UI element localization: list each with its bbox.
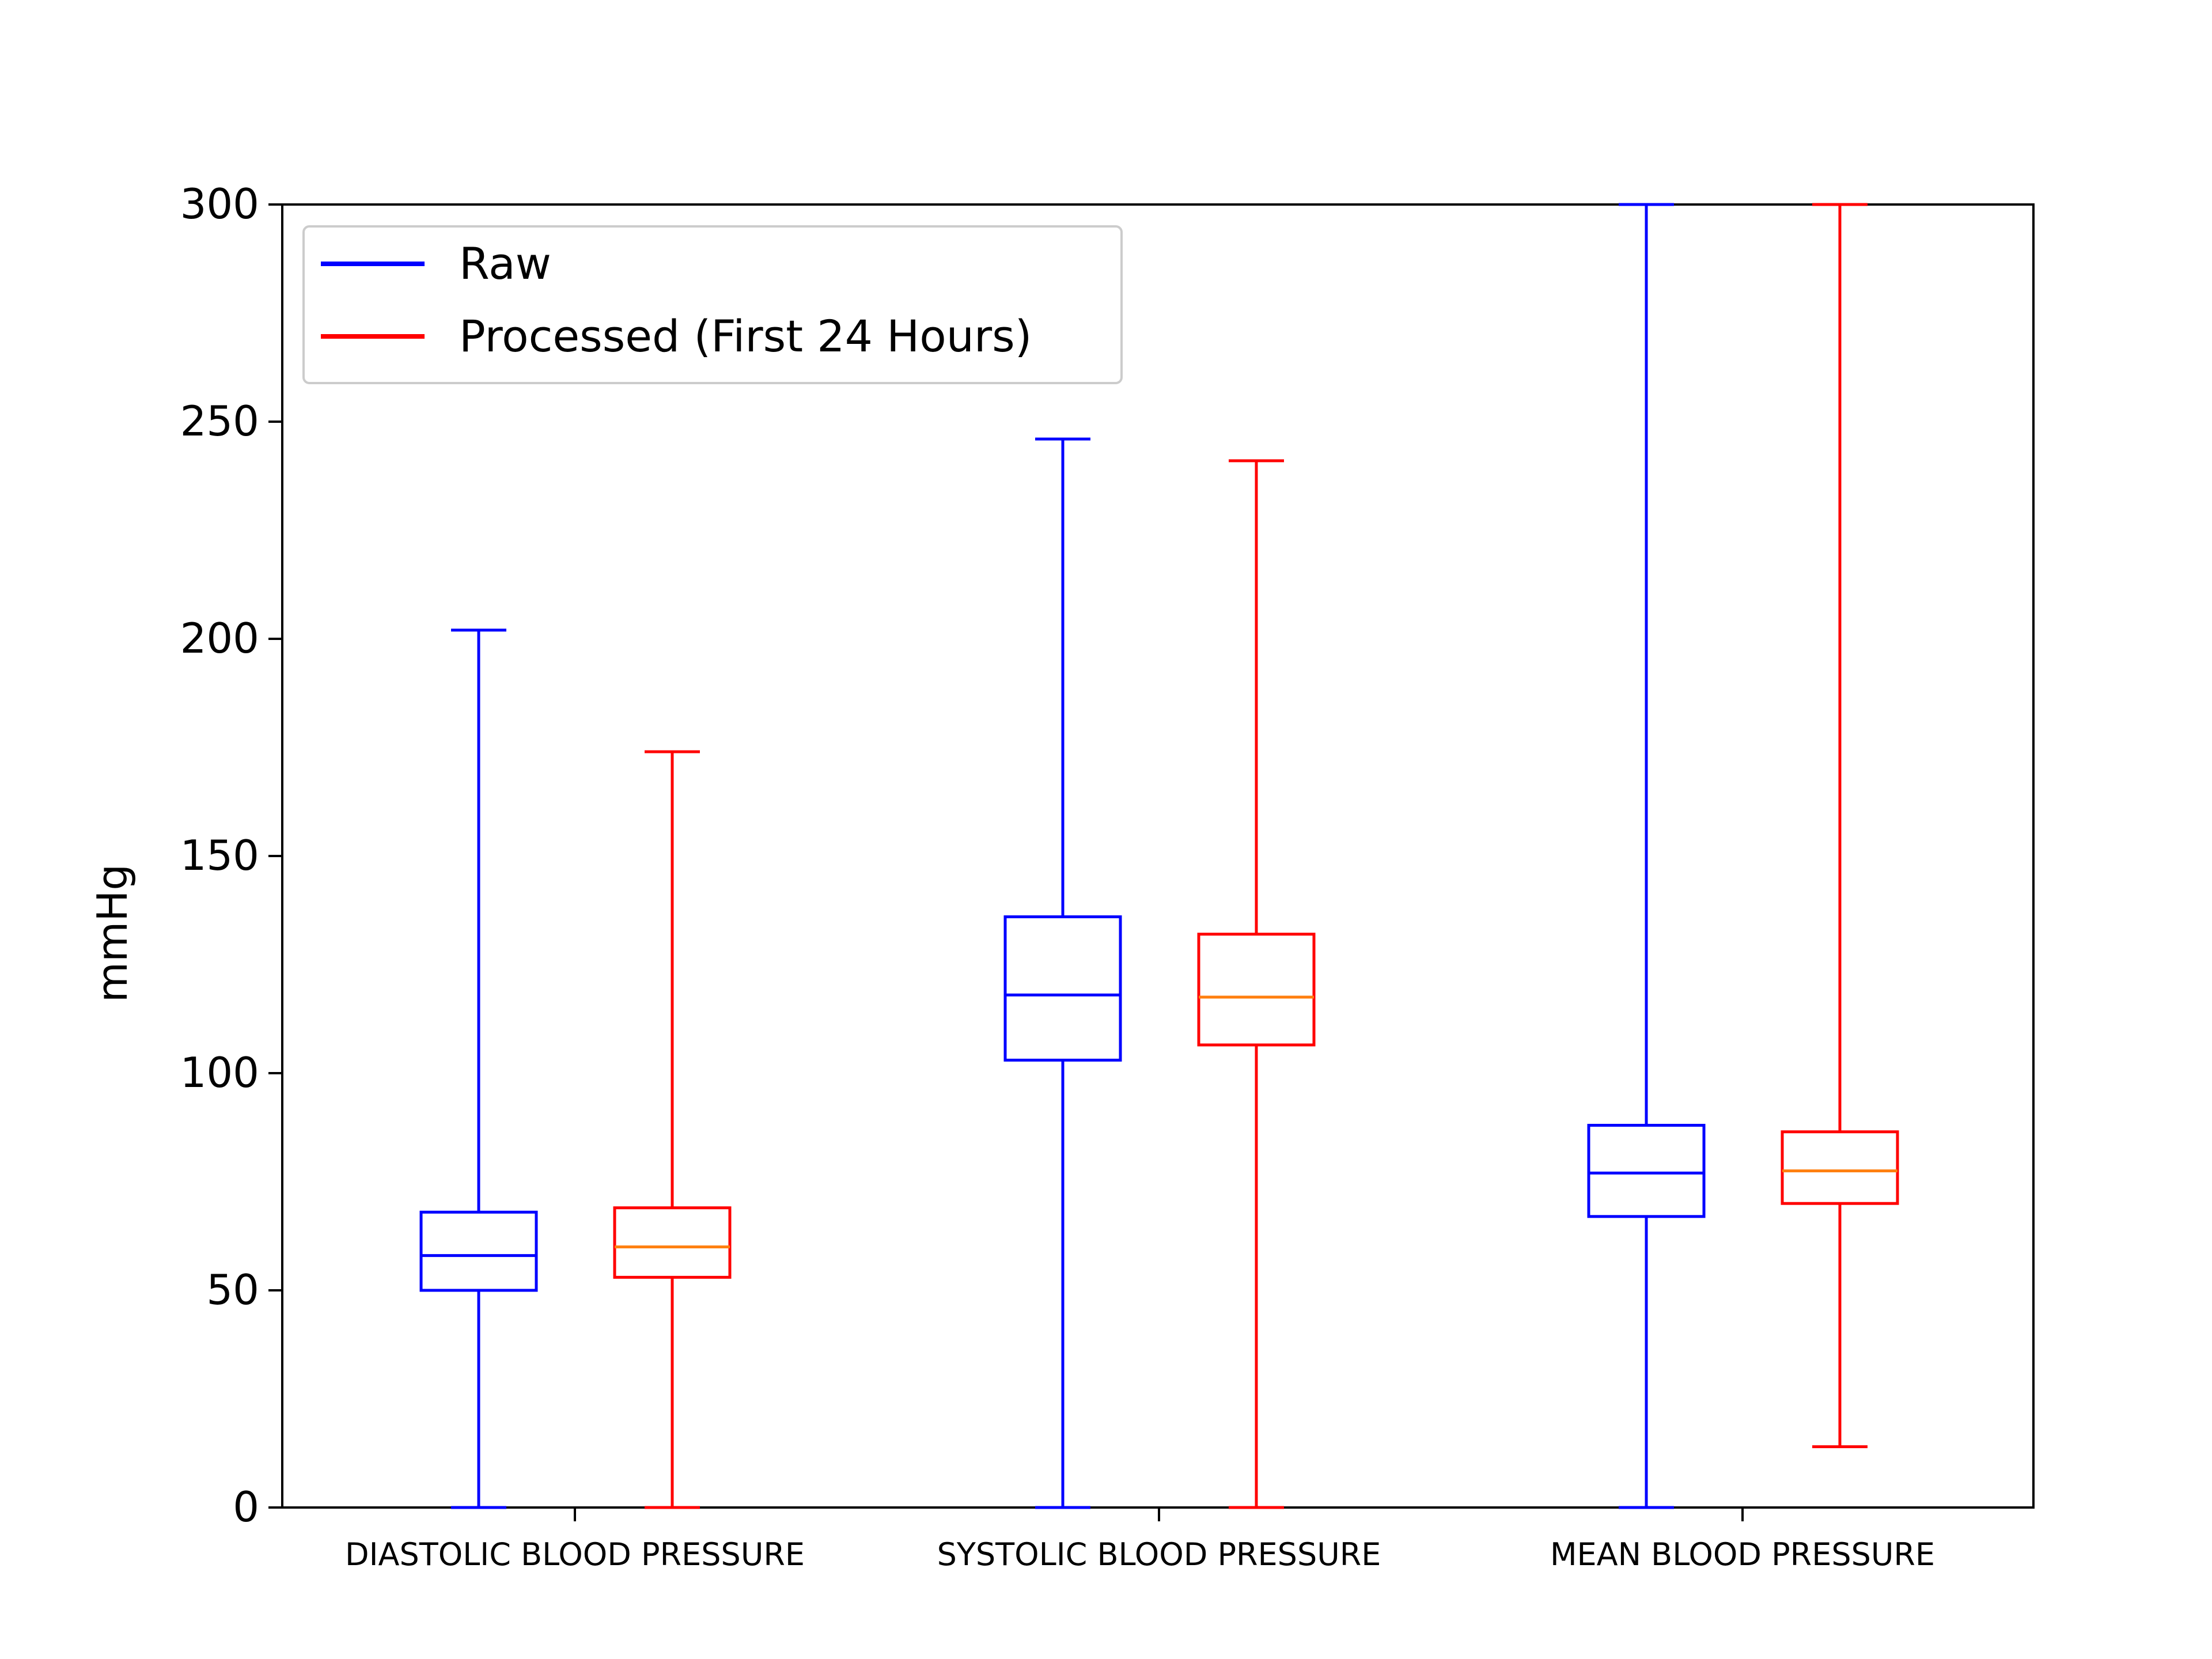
- y-tick-label: 100: [180, 1048, 259, 1097]
- box-plots: [419, 203, 1899, 1509]
- iqr-box: [613, 1206, 732, 1279]
- box-plot-processed: [1197, 459, 1316, 1509]
- box-plot-processed: [1781, 203, 1899, 1448]
- box-plot-raw: [1003, 437, 1122, 1509]
- box-plot-raw: [1587, 203, 1706, 1509]
- y-tick-label: 150: [180, 831, 259, 880]
- y-tick-label: 300: [180, 180, 259, 228]
- x-tick-label: MEAN BLOOD PRESSURE: [1550, 1536, 1935, 1573]
- legend: Raw Processed (First 24 Hours): [302, 225, 1123, 384]
- axes: 0 50 100 150 200 250 300 DIASTOLIC BLOOD PRESSU…: [180, 180, 2035, 1573]
- plot-frame: [281, 203, 2035, 1509]
- y-axis-label: mmHg: [88, 864, 137, 1002]
- legend-label-processed: Processed (First 24 Hours): [459, 310, 1032, 362]
- iqr-box: [1781, 1130, 1899, 1205]
- legend-box: [302, 225, 1123, 384]
- y-tick-label: 0: [233, 1483, 259, 1531]
- y-tick-label: 50: [206, 1266, 259, 1314]
- x-tick-label: DIASTOLIC BLOOD PRESSURE: [345, 1536, 805, 1573]
- box-plot-raw: [419, 628, 538, 1509]
- iqr-box: [1587, 1123, 1706, 1218]
- iqr-box: [419, 1210, 538, 1292]
- box-plot-processed: [613, 750, 732, 1509]
- iqr-box: [1003, 915, 1122, 1062]
- legend-label-raw: Raw: [459, 238, 551, 289]
- iqr-box: [1197, 933, 1316, 1047]
- y-tick-label: 250: [180, 397, 259, 445]
- x-tick-label: SYSTOLIC BLOOD PRESSURE: [937, 1536, 1381, 1573]
- y-tick-label: 200: [180, 614, 259, 662]
